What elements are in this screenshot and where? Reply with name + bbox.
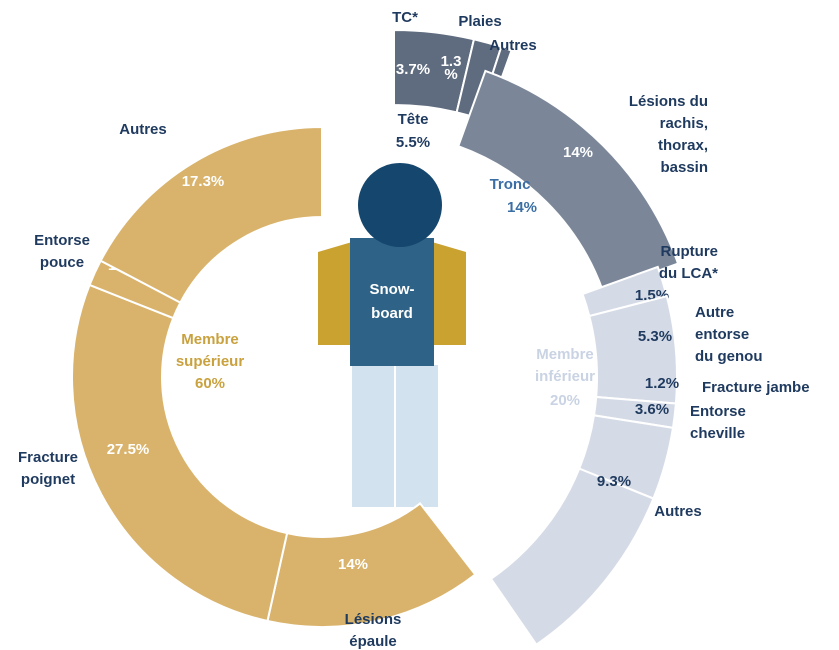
group-total: 60%: [195, 375, 225, 392]
left-arm: [318, 242, 352, 345]
infographic: TC*3.7%Plaies1.3%AutresTête5.5%Lésions d…: [0, 0, 839, 650]
group-name: Tronc: [490, 176, 531, 193]
value-label: 5.3%: [638, 328, 672, 345]
right-leg: [396, 365, 438, 507]
torso: [350, 238, 434, 366]
value-label: 3.6%: [635, 401, 669, 418]
segment-label: Fracture jambe: [702, 379, 810, 396]
group-total: 14%: [507, 199, 537, 216]
segment: [72, 285, 287, 621]
segment: [491, 469, 653, 645]
value-label: 27.5%: [107, 441, 150, 458]
segment-label: TC*: [392, 9, 418, 26]
value-label: 14%: [563, 144, 593, 161]
segment: [267, 503, 475, 627]
value-label: 3.7%: [396, 61, 430, 78]
value-label: 1.2%: [645, 375, 679, 392]
segment: [101, 127, 322, 303]
value-label: 14%: [338, 556, 368, 573]
value-label: 9.3%: [597, 473, 631, 490]
value-label: 17.3%: [182, 173, 225, 190]
figure: [318, 163, 466, 507]
segment-label: Plaies: [458, 13, 501, 30]
group-name: Tête: [398, 111, 429, 128]
group-total: 5.5%: [396, 134, 430, 151]
segment-label: Autres: [654, 503, 702, 520]
segment-label: Autres: [119, 121, 167, 138]
left-leg: [352, 365, 394, 507]
head: [358, 163, 442, 247]
group-total: 20%: [550, 392, 580, 409]
right-arm: [432, 242, 466, 345]
segment-label: Autres: [489, 37, 537, 54]
